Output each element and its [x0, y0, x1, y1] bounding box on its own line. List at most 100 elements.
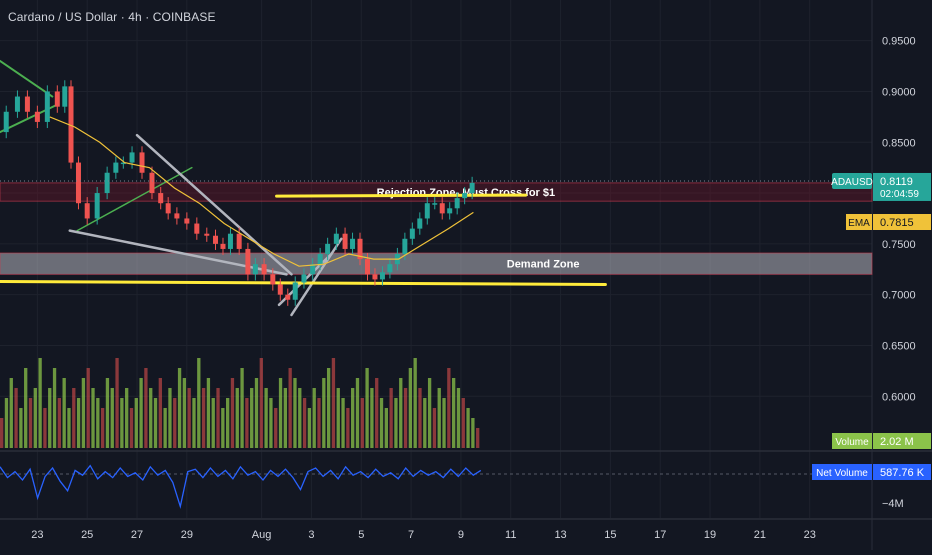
volume-bar [230, 378, 235, 448]
volume-bar [129, 408, 134, 448]
volume-bar [375, 378, 379, 448]
volume-bar [211, 398, 215, 448]
volume-bar [153, 398, 158, 448]
volume-bar [149, 388, 153, 448]
volume-bar [57, 398, 62, 448]
volume-bar [91, 388, 95, 448]
volume-bar [437, 388, 441, 448]
volume-bar [403, 388, 408, 448]
candle [350, 238, 356, 249]
candle [236, 233, 242, 249]
volume-bar [81, 378, 86, 448]
volume-bar [221, 408, 225, 448]
volume-bar [206, 378, 211, 448]
volume-value: 2.02 M [880, 436, 914, 448]
time-tick-label: 27 [131, 529, 143, 541]
volume-bar [408, 368, 413, 448]
volume-bar [192, 398, 196, 448]
volume-bar [442, 398, 446, 448]
volume-bar [120, 398, 124, 448]
volume-bar [139, 378, 143, 448]
candle [68, 86, 74, 163]
candle [213, 235, 219, 244]
price-tick-label: 0.6000 [882, 391, 916, 403]
price-tick-label: 0.9500 [882, 36, 916, 48]
volume-bar [399, 378, 403, 448]
net-volume-tag-label: Net Volume [816, 468, 868, 479]
resistance-line [275, 193, 528, 198]
candle [469, 182, 475, 194]
net-volume-tag [812, 464, 872, 480]
volume-bar [302, 398, 307, 448]
volume-bar [346, 408, 350, 448]
candle [165, 203, 171, 214]
candle [174, 213, 180, 219]
candle [184, 218, 190, 224]
candle [372, 274, 378, 280]
volume-bar [38, 358, 42, 448]
volume-bar [293, 378, 297, 448]
candle [252, 264, 258, 275]
candle [439, 203, 445, 214]
volume-bar [72, 388, 76, 448]
volume-value-box [873, 433, 931, 449]
volume-bar [447, 368, 451, 448]
volume-bar [423, 398, 427, 448]
volume-bar [307, 408, 312, 448]
volume-bar [158, 378, 162, 448]
time-tick-label: 3 [308, 529, 314, 541]
volume-bar [427, 378, 432, 448]
net-volume-tick-label: −4M [882, 498, 904, 510]
time-tick-label: 19 [704, 529, 716, 541]
price-tick-label: 0.7000 [882, 290, 916, 302]
volume-bar [33, 388, 37, 448]
flag-line [290, 237, 343, 317]
volume-bar [365, 368, 369, 448]
volume-bar [67, 408, 71, 448]
volume-bar [466, 408, 470, 448]
green-trendline [0, 59, 54, 98]
volume-bar [370, 388, 374, 448]
volume-bar [9, 378, 13, 448]
candle [364, 259, 370, 275]
ema-value-box [873, 214, 931, 230]
volume-bar [125, 388, 129, 448]
volume-bar [201, 388, 206, 448]
volume-bar [100, 408, 105, 448]
last-price-box [873, 172, 931, 201]
volume-tag-label: Volume [835, 437, 869, 448]
candle [149, 172, 155, 194]
volume-bar [331, 358, 336, 448]
time-tick-label: 29 [181, 529, 193, 541]
candle [409, 228, 415, 239]
candle [220, 243, 226, 249]
volume-bar [451, 378, 456, 448]
ema-tag [846, 214, 872, 230]
candle [84, 203, 90, 219]
volume-bar [173, 398, 177, 448]
candle [317, 254, 323, 265]
candle [462, 193, 468, 199]
volume-bar [86, 368, 90, 448]
volume-bar [418, 388, 422, 448]
net-volume-value: 587.76 K [880, 467, 925, 479]
volume-bar [28, 398, 33, 448]
volume-bar [355, 378, 360, 448]
volume-bar [269, 398, 273, 448]
volume-bar [0, 418, 4, 448]
time-tick-label: Aug [252, 529, 272, 541]
last-price-value: 0.8119 [880, 176, 913, 188]
rejection-zone [0, 182, 873, 202]
candle [285, 294, 291, 300]
candle [325, 243, 331, 255]
time-tick-label: 13 [554, 529, 566, 541]
price-tick-label: 0.9000 [882, 86, 916, 98]
candle [158, 193, 164, 204]
volume-bar [182, 378, 187, 448]
symbol-tag-label: ADAUSD [831, 177, 873, 188]
candle [402, 238, 408, 255]
volume-bar [288, 368, 292, 448]
volume-bar [110, 388, 114, 448]
